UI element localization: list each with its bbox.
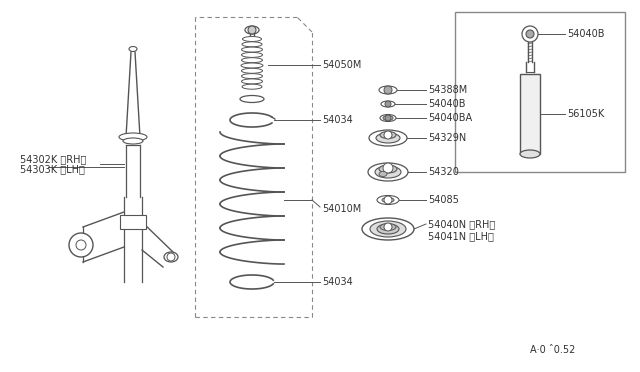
Circle shape (69, 233, 93, 257)
Ellipse shape (242, 84, 262, 89)
Ellipse shape (379, 165, 397, 173)
Ellipse shape (240, 96, 264, 103)
Ellipse shape (241, 68, 262, 73)
Circle shape (384, 196, 392, 204)
Ellipse shape (164, 252, 178, 262)
Ellipse shape (380, 131, 396, 138)
Circle shape (522, 26, 538, 42)
Ellipse shape (241, 58, 262, 63)
Circle shape (526, 30, 534, 38)
Ellipse shape (362, 218, 414, 240)
Ellipse shape (370, 221, 406, 237)
Ellipse shape (243, 36, 262, 42)
Bar (520, 74, 540, 154)
Ellipse shape (241, 47, 262, 52)
Ellipse shape (119, 133, 147, 141)
Bar (120, 215, 146, 229)
Ellipse shape (375, 166, 401, 178)
Text: 54040B: 54040B (567, 29, 605, 39)
Ellipse shape (369, 130, 407, 146)
Text: 54034: 54034 (322, 115, 353, 125)
Text: 54303K 〈LH〉: 54303K 〈LH〉 (20, 164, 85, 174)
Bar (455, 12, 625, 172)
Circle shape (248, 26, 256, 34)
Text: 54302K 〈RH〉: 54302K 〈RH〉 (20, 154, 86, 164)
Text: 54050M: 54050M (322, 60, 362, 70)
Text: 54010M: 54010M (322, 204, 361, 214)
Ellipse shape (520, 150, 540, 158)
Ellipse shape (241, 52, 262, 57)
Text: 54040BA: 54040BA (428, 113, 472, 123)
Text: 54040N 〈RH〉: 54040N 〈RH〉 (428, 219, 495, 229)
Ellipse shape (376, 133, 400, 143)
Ellipse shape (383, 115, 393, 121)
Text: 54041N 〈LH〉: 54041N 〈LH〉 (428, 231, 494, 241)
Ellipse shape (377, 196, 399, 205)
Text: 54040B: 54040B (428, 99, 465, 109)
Ellipse shape (123, 138, 143, 144)
Text: 54388M: 54388M (428, 85, 467, 95)
Text: 56105K: 56105K (567, 109, 604, 119)
Ellipse shape (129, 46, 137, 51)
Circle shape (383, 163, 393, 173)
Ellipse shape (245, 26, 259, 34)
Circle shape (167, 253, 175, 261)
Ellipse shape (382, 198, 394, 202)
Circle shape (76, 240, 86, 250)
Ellipse shape (380, 115, 396, 122)
Text: 54320: 54320 (428, 167, 459, 177)
Text: 54034: 54034 (322, 277, 353, 287)
Ellipse shape (379, 171, 387, 176)
Ellipse shape (241, 79, 262, 84)
Circle shape (385, 115, 391, 121)
Text: A·0 ˆ0.52: A·0 ˆ0.52 (530, 345, 575, 355)
Text: 54329N: 54329N (428, 133, 467, 143)
Ellipse shape (377, 224, 399, 234)
Circle shape (384, 223, 392, 231)
Ellipse shape (242, 42, 262, 47)
Circle shape (385, 101, 391, 107)
Ellipse shape (368, 163, 408, 181)
Ellipse shape (241, 74, 262, 78)
Ellipse shape (380, 224, 396, 231)
Ellipse shape (379, 86, 397, 94)
Circle shape (384, 86, 392, 94)
Ellipse shape (241, 63, 263, 68)
Ellipse shape (381, 101, 395, 107)
Text: 54085: 54085 (428, 195, 459, 205)
Circle shape (384, 131, 392, 139)
